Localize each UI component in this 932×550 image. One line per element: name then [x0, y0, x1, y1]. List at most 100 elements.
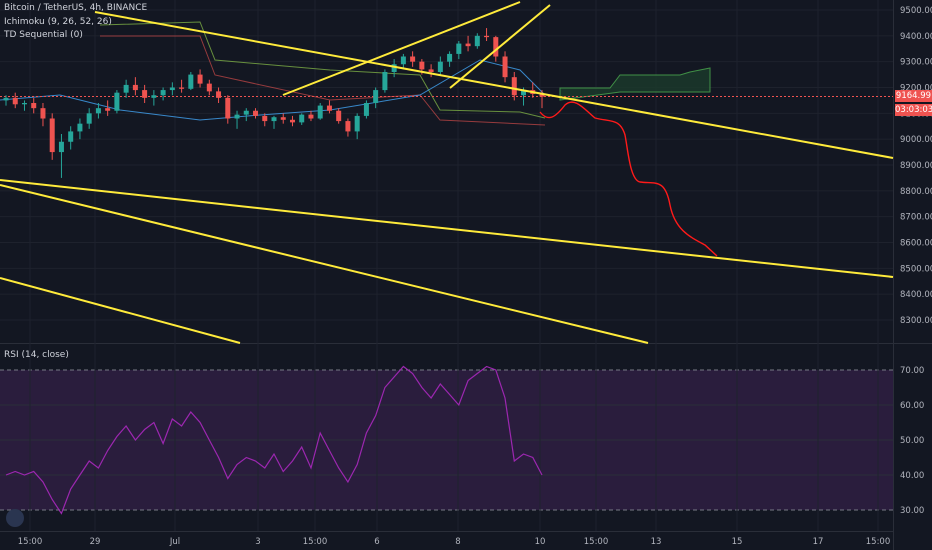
td-legend[interactable]: TD Sequential (0): [4, 30, 83, 40]
candle-body: [262, 115, 268, 122]
trendline[interactable]: [282, 1, 521, 96]
candle-body: [21, 103, 27, 105]
rsi-line-group[interactable]: [5, 365, 543, 515]
candle[interactable]: [511, 72, 517, 101]
price-tick-label: 8700.00: [900, 213, 932, 223]
candle[interactable]: [447, 51, 453, 67]
candle[interactable]: [410, 51, 416, 67]
candle-body: [336, 110, 342, 122]
candle[interactable]: [382, 69, 388, 93]
candle[interactable]: [123, 79, 129, 98]
candle[interactable]: [299, 113, 305, 125]
candle[interactable]: [49, 113, 55, 160]
price-tick-label: 8900.00: [900, 161, 932, 171]
symbol-legend[interactable]: Bitcoin / TetherUS, 4h, BINANCE: [4, 3, 147, 13]
candle[interactable]: [317, 103, 323, 120]
candle[interactable]: [31, 97, 37, 114]
candle-body: [114, 92, 120, 111]
candle[interactable]: [114, 90, 120, 114]
candle-body: [465, 43, 471, 47]
candle[interactable]: [484, 28, 490, 41]
candle[interactable]: [3, 95, 9, 106]
candle-body: [197, 74, 203, 84]
candle[interactable]: [234, 110, 240, 129]
rsi-scale[interactable]: 70.00 60.00 50.00 40.00 30.00: [900, 366, 924, 516]
ichimoku-span-line: [100, 35, 546, 126]
time-tick-label: 8: [455, 537, 460, 547]
candle-body: [160, 90, 166, 96]
candle[interactable]: [169, 82, 175, 96]
candle[interactable]: [40, 103, 46, 127]
projection-path[interactable]: [539, 101, 718, 257]
candle[interactable]: [225, 95, 231, 124]
candle[interactable]: [345, 118, 351, 137]
candle[interactable]: [262, 113, 268, 127]
price-pane[interactable]: [0, 0, 893, 343]
candle[interactable]: [188, 72, 194, 91]
candle[interactable]: [502, 51, 508, 83]
candle-body: [539, 93, 545, 97]
candle[interactable]: [428, 64, 434, 78]
candle[interactable]: [437, 56, 443, 75]
candle[interactable]: [391, 59, 397, 78]
candle[interactable]: [474, 33, 480, 49]
candle[interactable]: [271, 115, 277, 129]
candle-body: [86, 113, 92, 124]
candle[interactable]: [456, 41, 462, 60]
candle[interactable]: [326, 100, 332, 114]
price-tick-label: 8400.00: [900, 290, 932, 300]
rsi-line[interactable]: [5, 365, 543, 515]
trendline[interactable]: [449, 4, 551, 89]
trendline[interactable]: [0, 277, 241, 344]
candle[interactable]: [465, 35, 471, 52]
candle[interactable]: [289, 115, 295, 127]
candle[interactable]: [12, 92, 18, 109]
candle[interactable]: [142, 84, 148, 103]
candle-body: [354, 115, 360, 132]
candle[interactable]: [206, 79, 212, 96]
candle[interactable]: [336, 108, 342, 124]
candle[interactable]: [354, 113, 360, 140]
ichimoku-label: Ichimoku (9, 26, 52, 26): [4, 17, 112, 27]
tradingview-logo-icon[interactable]: [6, 509, 24, 527]
candle[interactable]: [58, 134, 64, 178]
candle-body: [428, 69, 434, 72]
candle[interactable]: [280, 113, 286, 124]
candle[interactable]: [243, 108, 249, 122]
candle[interactable]: [95, 103, 101, 119]
price-scale[interactable]: 9500.009400.009300.009200.009100.009000.…: [900, 6, 932, 326]
trendline[interactable]: [94, 11, 894, 159]
last-price-tag: 9164.99: [895, 90, 932, 102]
candle[interactable]: [373, 87, 379, 109]
candle[interactable]: [179, 79, 185, 93]
candle[interactable]: [308, 110, 314, 122]
candle-body: [437, 61, 443, 72]
candle[interactable]: [77, 118, 83, 140]
trendlines[interactable]: [0, 1, 894, 344]
candle-body: [400, 56, 406, 65]
td-sequential-label: TD Sequential (0): [4, 30, 83, 40]
candle[interactable]: [86, 108, 92, 129]
candle[interactable]: [105, 100, 111, 116]
candle[interactable]: [400, 53, 406, 70]
candle[interactable]: [68, 126, 74, 150]
trendline[interactable]: [0, 184, 649, 344]
candle[interactable]: [363, 100, 369, 119]
time-tick-label: 15: [732, 537, 743, 547]
candle[interactable]: [216, 87, 222, 104]
rsi-legend[interactable]: RSI (14, close): [4, 350, 69, 360]
candle[interactable]: [160, 87, 166, 101]
rsi-tick-label: 60.00: [900, 401, 924, 411]
candle[interactable]: [197, 69, 203, 88]
candle-body: [225, 97, 231, 119]
candle-body: [502, 56, 508, 78]
candle[interactable]: [21, 100, 27, 111]
candle[interactable]: [151, 90, 157, 106]
candle[interactable]: [132, 77, 138, 96]
ichimoku-legend[interactable]: Ichimoku (9, 26, 52, 26): [4, 17, 112, 27]
price-tick-label: 9200.00: [900, 84, 932, 94]
time-scale[interactable]: 15:00 29 Jul 3 15:00 6 8 10 15:00 13 15 17 15:00: [18, 537, 891, 547]
candle[interactable]: [253, 108, 259, 119]
trendline[interactable]: [0, 179, 894, 278]
